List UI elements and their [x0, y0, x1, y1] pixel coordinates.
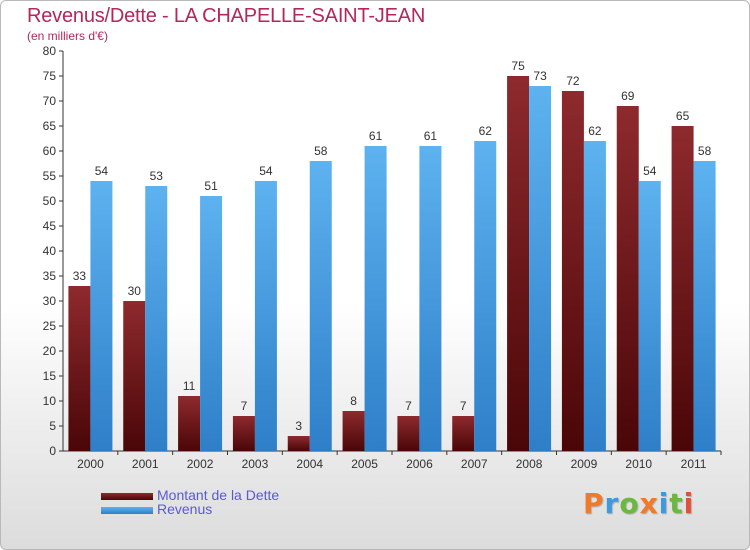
data-label-dette: 7 — [405, 399, 412, 413]
bar-revenus — [693, 161, 716, 451]
y-tick-label: 65 — [43, 119, 57, 133]
x-tick-label: 2001 — [132, 457, 159, 471]
y-tick-label: 15 — [43, 369, 57, 383]
data-label-dette: 7 — [241, 399, 248, 413]
legend-swatch-dette — [101, 492, 153, 500]
bar-dette — [342, 411, 365, 451]
logo-letter: o — [619, 487, 640, 520]
y-tick-label: 60 — [43, 144, 57, 158]
x-tick-label: 2006 — [406, 457, 433, 471]
data-label-dette: 72 — [566, 74, 580, 88]
legend-swatch-revenus — [101, 506, 153, 514]
y-tick-label: 75 — [43, 69, 57, 83]
data-label-revenus: 58 — [698, 144, 712, 158]
y-tick-label: 0 — [49, 444, 56, 458]
bar-dette — [507, 76, 530, 451]
y-tick-label: 5 — [49, 419, 56, 433]
bar-revenus — [145, 186, 168, 451]
bar-dette — [123, 301, 146, 451]
bar-revenus — [90, 181, 113, 451]
bar-revenus — [474, 141, 497, 451]
x-tick-label: 2011 — [681, 457, 707, 471]
data-label-revenus: 54 — [259, 164, 273, 178]
y-tick-label: 30 — [43, 294, 57, 308]
data-label-revenus: 51 — [204, 179, 218, 193]
legend-label-revenus: Revenus — [157, 501, 213, 517]
legend-label-dette: Montant de la Dette — [157, 487, 280, 503]
x-tick-label: 2009 — [571, 457, 598, 471]
x-tick-label: 2004 — [296, 457, 323, 471]
bar-revenus — [364, 146, 387, 451]
data-label-dette: 7 — [460, 399, 467, 413]
proxiti-logo: Proxiti — [583, 487, 694, 520]
y-tick-label: 10 — [43, 394, 57, 408]
legend-item-dette: Montant de la Dette — [101, 487, 279, 503]
bar-dette — [232, 416, 255, 451]
bar-revenus — [529, 86, 552, 451]
legend-item-revenus: Revenus — [101, 501, 212, 517]
bar-revenus — [254, 181, 277, 451]
data-label-revenus: 61 — [424, 129, 438, 143]
logo-letter: i — [658, 487, 670, 520]
y-tick-label: 45 — [43, 219, 57, 233]
logo-letter: r — [604, 487, 620, 520]
bar-dette — [671, 126, 694, 451]
bar-dette — [68, 286, 91, 451]
logo-letter: t — [669, 487, 684, 520]
x-tick-label: 2007 — [461, 457, 488, 471]
data-label-revenus: 53 — [150, 169, 164, 183]
data-label-revenus: 62 — [479, 124, 493, 138]
y-tick-label: 50 — [43, 194, 57, 208]
logo-letter: i — [683, 487, 695, 520]
logo-letter: P — [583, 487, 605, 520]
bar-dette — [287, 436, 310, 451]
bar-dette — [178, 396, 201, 451]
y-tick-label: 40 — [43, 244, 57, 258]
data-label-dette: 3 — [295, 419, 302, 433]
data-label-dette: 75 — [511, 59, 525, 73]
x-tick-label: 2003 — [242, 457, 269, 471]
x-tick-label: 2002 — [187, 457, 214, 471]
data-label-dette: 33 — [73, 269, 87, 283]
y-tick-label: 25 — [43, 319, 57, 333]
data-label-revenus: 62 — [588, 124, 602, 138]
y-tick-label: 55 — [43, 169, 57, 183]
bar-dette — [561, 91, 584, 451]
data-label-revenus: 58 — [314, 144, 328, 158]
data-label-revenus: 54 — [95, 164, 109, 178]
bar-revenus — [200, 196, 223, 451]
y-tick-label: 35 — [43, 269, 57, 283]
data-label-revenus: 54 — [643, 164, 657, 178]
data-label-revenus: 61 — [369, 129, 383, 143]
bar-revenus — [419, 146, 442, 451]
x-tick-label: 2000 — [77, 457, 104, 471]
data-label-revenus: 73 — [533, 69, 547, 83]
logo-letter: x — [639, 487, 659, 520]
y-tick-label: 80 — [43, 44, 57, 58]
x-tick-label: 2008 — [516, 457, 543, 471]
data-label-dette: 65 — [676, 109, 690, 123]
data-label-dette: 8 — [350, 394, 357, 408]
y-tick-label: 20 — [43, 344, 57, 358]
bar-revenus — [309, 161, 332, 451]
bar-revenus — [583, 141, 606, 451]
chart-title: Revenus/Dette - LA CHAPELLE-SAINT-JEAN — [27, 5, 426, 27]
y-tick-label: 70 — [43, 94, 57, 108]
data-label-dette: 11 — [183, 379, 196, 393]
bar-dette — [452, 416, 475, 451]
bar-dette — [616, 106, 639, 451]
chart-subtitle: (en milliers d'€) — [27, 29, 108, 43]
bar-dette — [397, 416, 420, 451]
data-label-dette: 69 — [621, 89, 635, 103]
x-tick-label: 2010 — [625, 457, 652, 471]
bar-revenus — [638, 181, 661, 451]
x-tick-label: 2005 — [351, 457, 378, 471]
data-label-dette: 30 — [128, 284, 142, 298]
